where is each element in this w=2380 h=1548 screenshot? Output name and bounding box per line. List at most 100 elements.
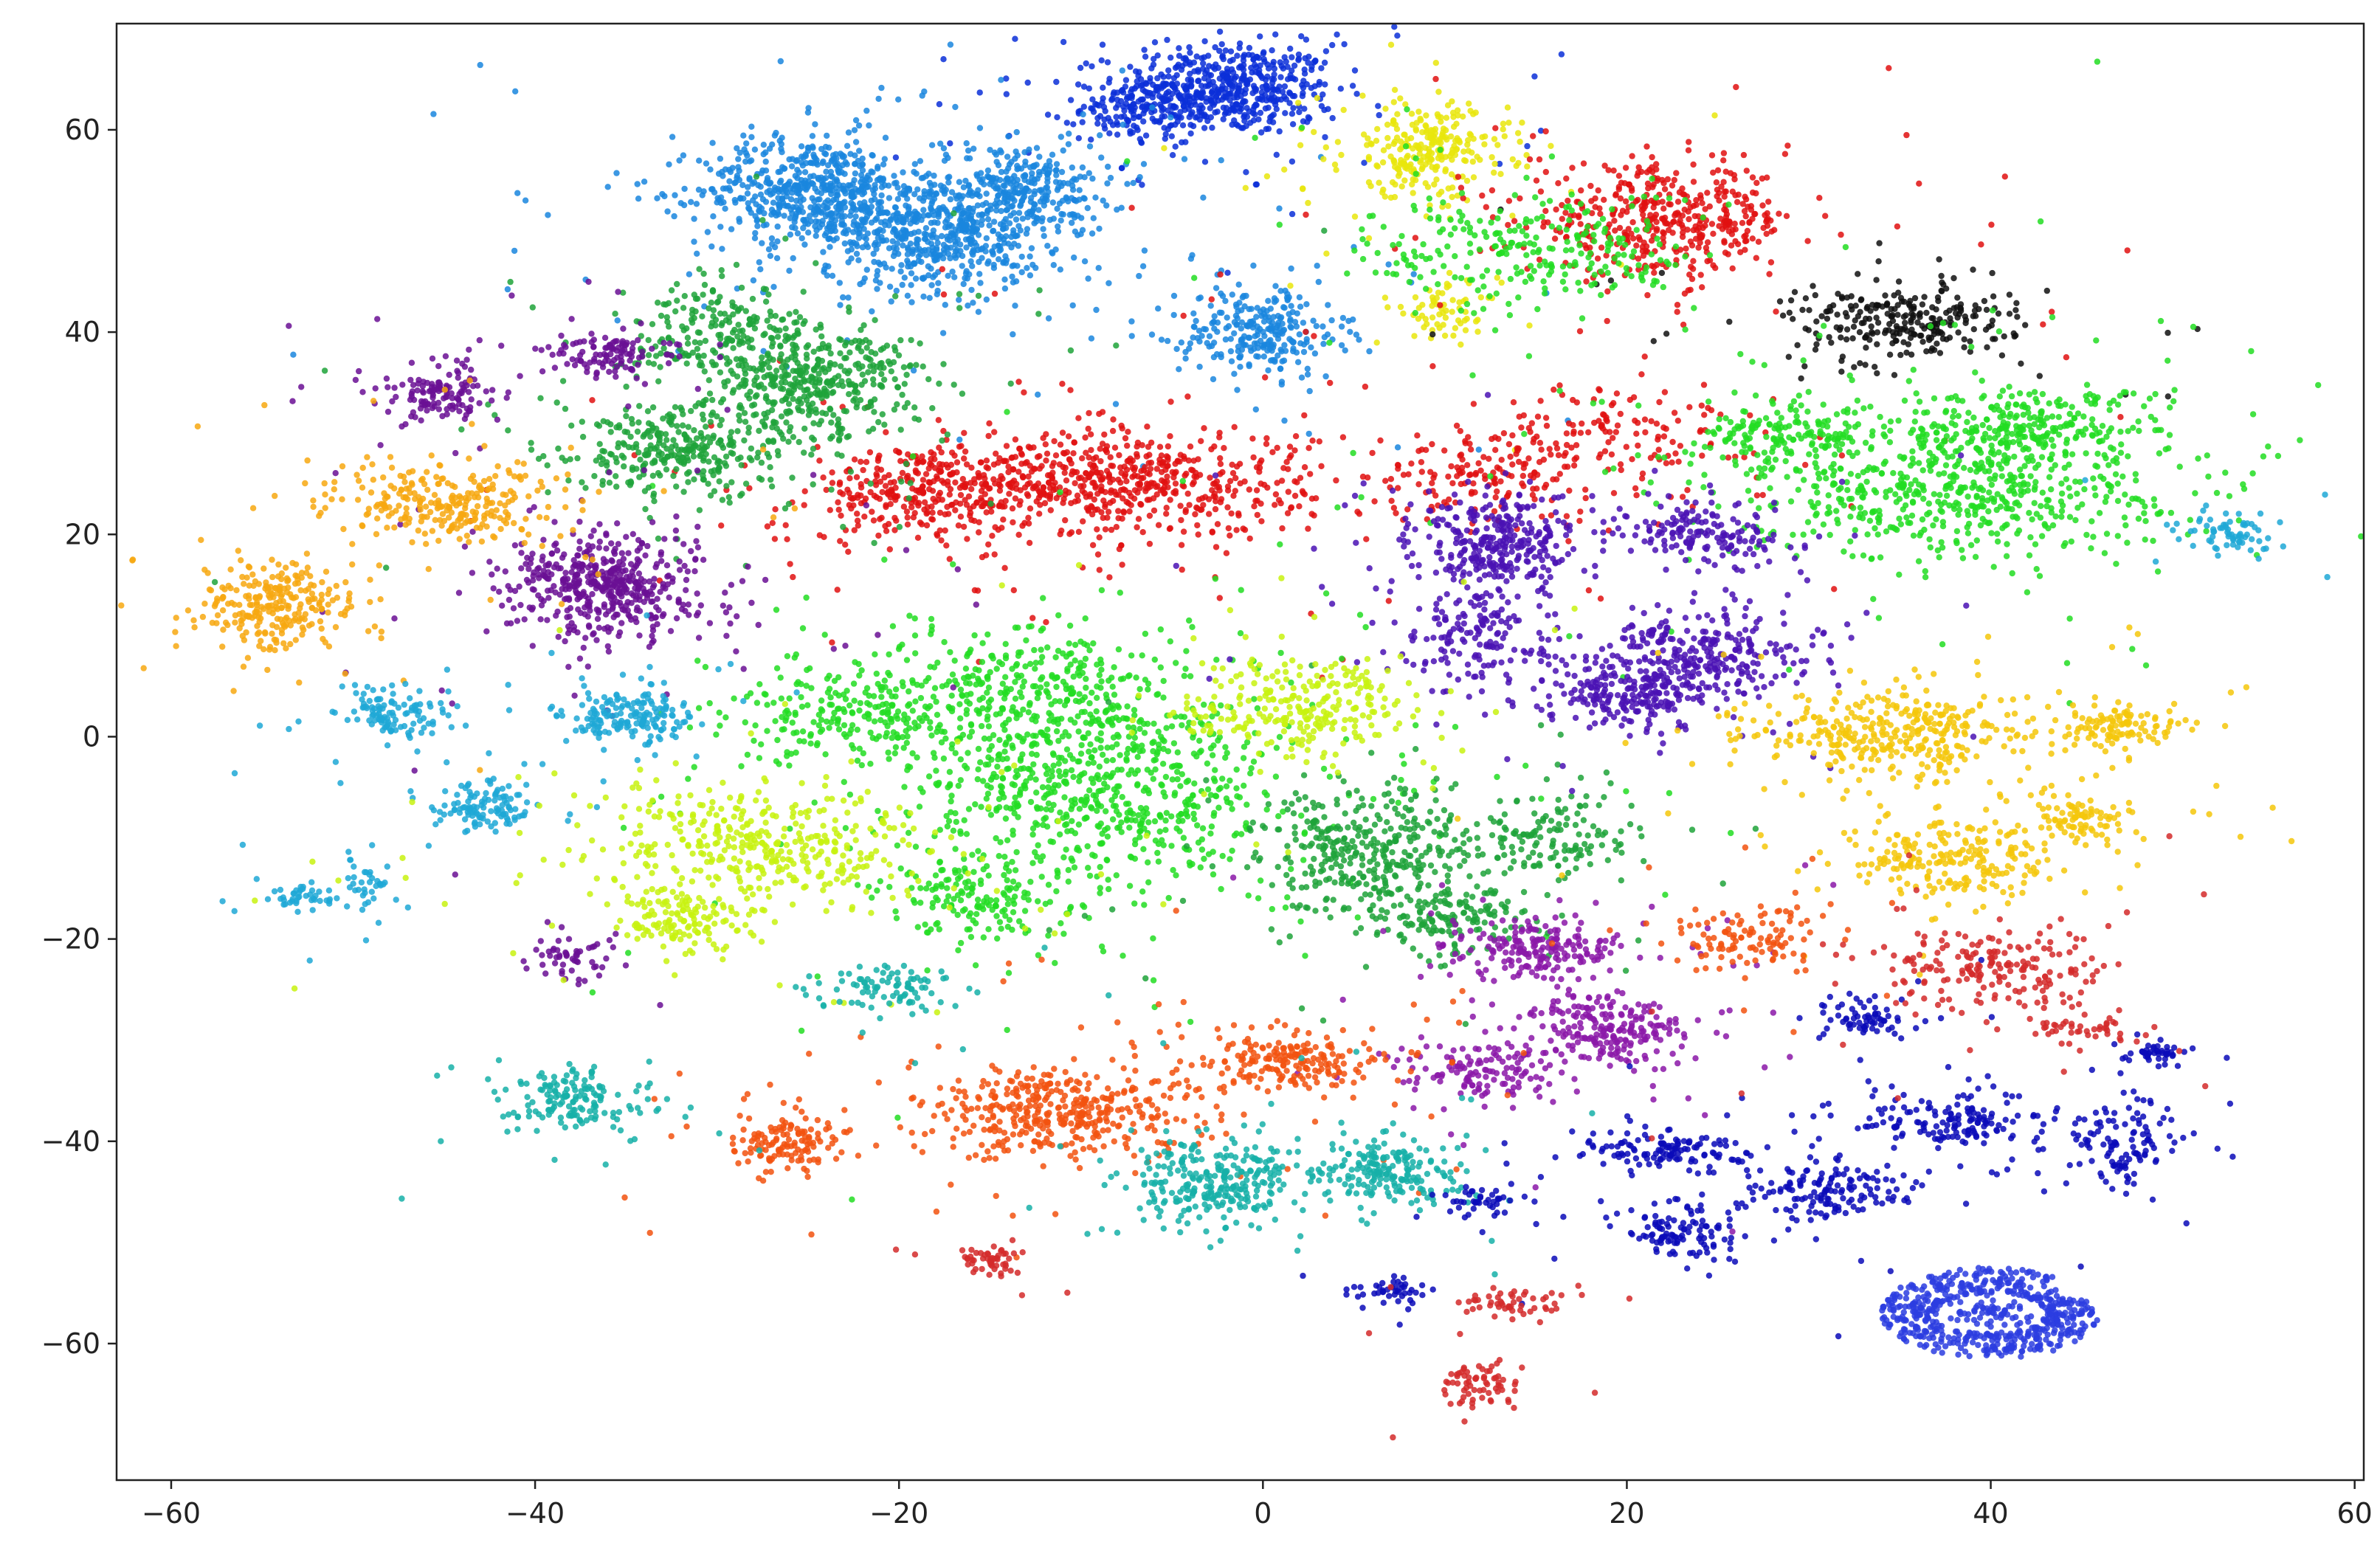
scatter-point xyxy=(1106,131,1112,137)
scatter-point xyxy=(696,158,702,164)
scatter-point xyxy=(1826,492,1832,498)
scatter-point xyxy=(1148,65,1154,71)
scatter-point xyxy=(766,246,772,252)
scatter-point xyxy=(900,470,906,476)
scatter-point xyxy=(1142,464,1148,470)
scatter-point xyxy=(1458,452,1464,457)
scatter-point xyxy=(1243,86,1249,92)
scatter-point xyxy=(1136,516,1142,522)
scatter-point xyxy=(893,494,899,500)
scatter-point xyxy=(1967,338,1973,344)
scatter-point xyxy=(1114,120,1120,125)
scatter-point xyxy=(1044,243,1050,249)
scatter-point xyxy=(1722,249,1728,255)
scatter-point xyxy=(1071,439,1077,445)
scatter-point xyxy=(1892,338,1898,344)
scatter-point xyxy=(853,139,859,145)
scatter-point xyxy=(893,154,899,160)
scatter-point xyxy=(1159,469,1165,475)
scatter-point xyxy=(1604,288,1610,294)
scatter-point xyxy=(747,159,753,165)
scatter-point xyxy=(835,587,841,592)
scatter-point xyxy=(1265,298,1271,304)
scatter-point xyxy=(708,243,714,249)
scatter-point xyxy=(900,282,906,288)
scatter-point xyxy=(1182,85,1188,91)
scatter-point xyxy=(1012,190,1018,196)
scatter-point xyxy=(801,502,807,508)
scatter-point xyxy=(1382,106,1388,111)
scatter-point xyxy=(855,258,861,263)
scatter-point xyxy=(1524,164,1530,170)
scatter-point xyxy=(1283,58,1289,64)
scatter-point xyxy=(1124,181,1130,187)
scatter-point xyxy=(700,192,706,198)
scatter-point xyxy=(1516,459,1522,465)
scatter-point xyxy=(1271,111,1277,117)
scatter-point xyxy=(838,513,844,519)
scatter-point xyxy=(1943,462,1949,468)
scatter-point xyxy=(1499,280,1505,286)
scatter-point xyxy=(1058,528,1064,533)
scatter-point xyxy=(1509,461,1515,467)
scatter-point xyxy=(1015,469,1021,474)
scatter-point xyxy=(1441,447,1447,453)
scatter-point xyxy=(751,277,756,283)
scatter-point xyxy=(874,272,880,278)
scatter-point xyxy=(914,460,920,466)
scatter-point xyxy=(1046,480,1052,486)
scatter-point xyxy=(882,156,888,162)
scatter-point xyxy=(686,272,692,277)
scatter-point xyxy=(1570,422,1576,428)
scatter-point xyxy=(1375,103,1381,109)
scatter-point xyxy=(1239,347,1245,353)
scatter-point xyxy=(1301,412,1307,418)
scatter-point xyxy=(1233,122,1239,128)
scatter-point xyxy=(1082,258,1088,264)
scatter-point xyxy=(1562,463,1567,469)
scatter-point xyxy=(1226,525,1232,531)
scatter-point xyxy=(1187,340,1193,346)
scatter-point xyxy=(776,169,782,175)
scatter-point xyxy=(968,287,974,293)
scatter-point xyxy=(1051,438,1057,444)
scatter-point xyxy=(947,491,953,497)
scatter-point xyxy=(1258,73,1264,79)
scatter-point xyxy=(1322,60,1328,66)
scatter-point xyxy=(1118,542,1124,548)
scatter-point xyxy=(1136,114,1142,120)
scatter-point xyxy=(1012,303,1018,308)
scatter-point xyxy=(1004,153,1010,159)
scatter-point xyxy=(779,135,784,141)
scatter-point xyxy=(1296,503,1302,509)
scatter-point xyxy=(1218,354,1224,360)
scatter-point xyxy=(1853,303,1859,308)
scatter-point xyxy=(1297,475,1303,481)
scatter-point xyxy=(1161,125,1167,131)
scatter-point xyxy=(1576,518,1582,524)
scatter-point xyxy=(1697,427,1703,433)
scatter-point xyxy=(1110,498,1116,504)
scatter-point xyxy=(858,222,864,228)
scatter-point xyxy=(1413,120,1419,125)
scatter-point xyxy=(1874,370,1880,376)
scatter-point xyxy=(1266,125,1272,131)
scatter-point xyxy=(784,536,790,542)
scatter-point xyxy=(1201,326,1207,332)
scatter-point xyxy=(1334,32,1339,38)
scatter-point xyxy=(1026,179,1032,184)
scatter-point xyxy=(1673,170,1679,176)
scatter-point xyxy=(1136,273,1142,279)
scatter-point xyxy=(1886,327,1891,333)
scatter-point xyxy=(842,542,848,547)
scatter-point xyxy=(1228,511,1234,516)
scatter-point xyxy=(1014,129,1020,135)
scatter-point xyxy=(1754,492,1760,498)
scatter-point xyxy=(869,169,875,175)
scatter-point xyxy=(1058,441,1063,447)
scatter-point xyxy=(1953,304,1959,310)
scatter-point xyxy=(897,269,903,274)
scatter-point xyxy=(1626,182,1632,187)
scatter-point xyxy=(714,195,720,201)
scatter-point xyxy=(1638,169,1644,175)
